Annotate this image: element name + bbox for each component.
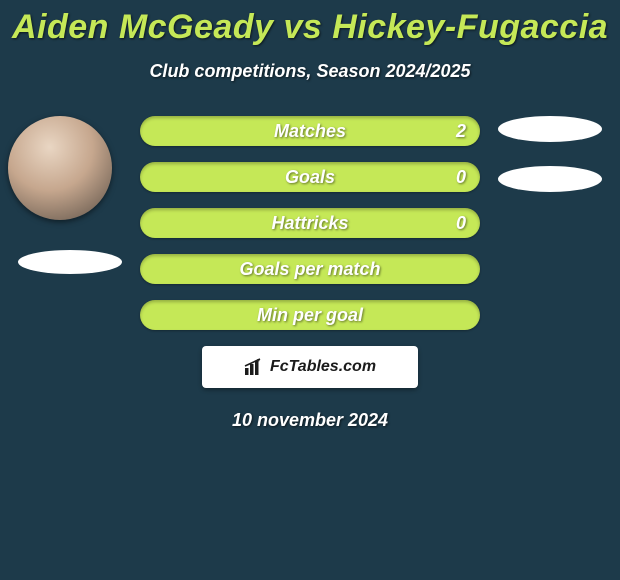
bars-icon: [244, 358, 264, 376]
stat-bar-label: Goals per match: [239, 259, 380, 280]
stat-bar: Goals 0: [140, 162, 480, 192]
stat-bar-label: Hattricks: [271, 213, 348, 234]
stat-bar-label: Matches: [274, 121, 346, 142]
stat-bar: Hattricks 0: [140, 208, 480, 238]
bars-wrapper: Matches 2 Goals 0 Hattricks 0 Goals per match M…: [140, 116, 480, 330]
stat-bar-label: Min per goal: [257, 305, 363, 326]
oval-right: [498, 166, 602, 192]
logo-text: FcTables.com: [270, 358, 376, 376]
oval-right: [498, 116, 602, 142]
comparison-area: Matches 2 Goals 0 Hattricks 0 Goals per match M…: [0, 116, 620, 431]
stat-bar: Goals per match: [140, 254, 480, 284]
stat-bar: Min per goal: [140, 300, 480, 330]
page-title: Aiden McGeady vs Hickey-Fugaccia: [0, 0, 620, 47]
stat-bar-value: 0: [456, 213, 466, 234]
footer-date: 10 november 2024: [0, 410, 620, 431]
page-subtitle: Club competitions, Season 2024/2025: [0, 61, 620, 82]
container: Aiden McGeady vs Hickey-Fugaccia Club co…: [0, 0, 620, 580]
stat-bar-label: Goals: [285, 167, 335, 188]
stat-bar-value: 2: [456, 121, 466, 142]
stat-bar-value: 0: [456, 167, 466, 188]
player-left-avatar: [8, 116, 112, 220]
oval-left: [18, 250, 122, 274]
logo-panel: FcTables.com: [202, 346, 418, 388]
stat-bar: Matches 2: [140, 116, 480, 146]
